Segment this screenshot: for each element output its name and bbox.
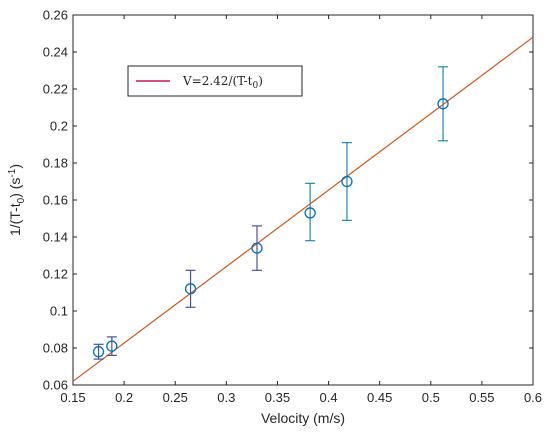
error-bars (93, 66, 449, 360)
x-tick-label: 0.3 (217, 390, 235, 405)
y-tick-label: 0.1 (50, 304, 68, 319)
legend-label-subscript: 0 (253, 81, 259, 91)
legend-label-main: V=2.42/(T-t (182, 74, 253, 88)
x-tick-label: 0.6 (524, 390, 542, 405)
y-tick-label: 0.22 (43, 82, 68, 97)
y-axis-label-base: 1/(T-t (7, 203, 23, 236)
data-markers (92, 98, 449, 358)
x-tick-label: 0.4 (320, 390, 338, 405)
fit-line (72, 36, 534, 382)
y-tick-label: 0.08 (43, 341, 68, 356)
x-tick-label: 0.45 (367, 390, 392, 405)
y-axis-label-subscript: 0 (16, 197, 27, 203)
y-tick-label: 0.14 (43, 230, 68, 245)
y-tick-label: 0.12 (43, 267, 68, 282)
x-axis-ticks: 0.15 0.2 0.25 0.3 0.35 0.4 0.45 0.5 0.55 0.6 (60, 15, 542, 405)
y-tick-label: 0.26 (43, 8, 68, 23)
x-tick-label: 0.2 (115, 390, 133, 405)
y-axis-label-superscript: -1 (7, 168, 18, 177)
data-point (92, 346, 105, 358)
x-tick-label: 0.25 (163, 390, 188, 405)
y-tick-label: 0.06 (43, 378, 68, 393)
y-tick-label: 0.16 (43, 193, 68, 208)
x-tick-label: 0.35 (265, 390, 290, 405)
legend: V=2.42/(T-t0) (127, 65, 303, 97)
y-axis-ticks: 0.06 0.08 0.1 0.12 0.14 0.16 0.18 0.2 0.22 0.24 0.… (43, 8, 533, 393)
data-point (437, 98, 449, 110)
y-axis-label-tail: ) (s (7, 178, 23, 198)
data-point (251, 242, 263, 254)
legend-label: V=2.42/(T-t0) (182, 74, 263, 91)
y-tick-label: 0.18 (43, 156, 68, 171)
y-tick-label: 0.24 (43, 45, 68, 60)
data-point (184, 283, 197, 295)
data-point (304, 207, 316, 219)
data-point (341, 175, 353, 188)
legend-label-end: ) (258, 74, 263, 88)
y-axis-label: 1/(T-t0) (s-1) (7, 164, 27, 236)
x-tick-label: 0.15 (60, 390, 85, 405)
x-axis-label: Velocity (m/s) (261, 410, 345, 426)
x-tick-label: 0.5 (422, 390, 440, 405)
y-tick-label: 0.2 (50, 119, 68, 134)
data-point (106, 340, 118, 352)
x-tick-label: 0.55 (469, 390, 494, 405)
y-axis-label-end: ) (7, 164, 23, 169)
